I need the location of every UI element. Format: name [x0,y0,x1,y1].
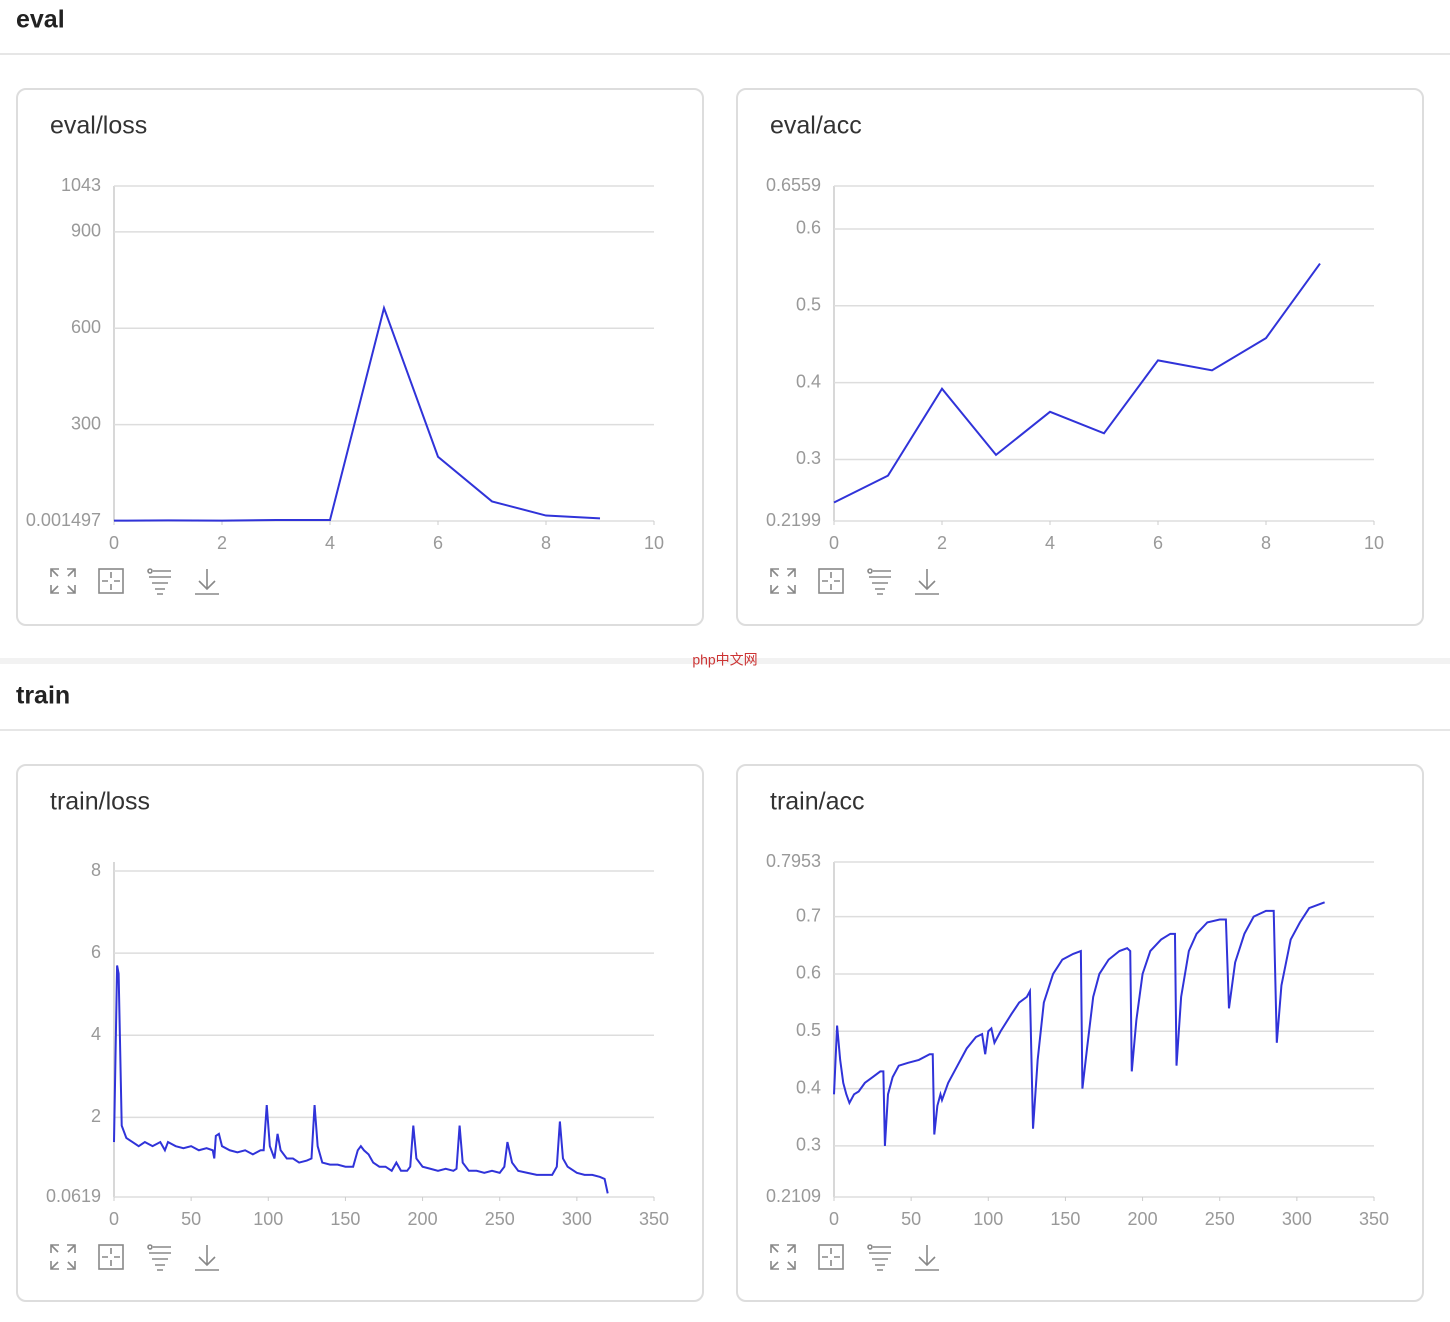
x-tick-label: 250 [485,1209,515,1229]
y-tick-label: 1043 [61,175,101,195]
chart-title: eval/acc [770,112,862,140]
x-tick-label: 200 [408,1209,438,1229]
chart-card [736,764,1424,1302]
watermark: php中文网 [692,652,757,668]
x-tick-label: 6 [1153,533,1163,553]
y-tick-label: 0.4 [796,371,821,391]
chart-card [16,764,704,1302]
y-tick-label: 0.7 [796,905,821,925]
y-tick-label: 0.5 [796,295,821,315]
y-tick-label: 900 [71,221,101,241]
x-tick-label: 8 [1261,533,1271,553]
x-tick-label: 2 [937,533,947,553]
x-tick-label: 150 [330,1209,360,1229]
x-tick-label: 8 [541,533,551,553]
x-tick-label: 0 [109,533,119,553]
y-tick-label: 0.2199 [766,510,821,530]
y-tick-label: 0.2109 [766,1186,821,1206]
x-tick-label: 200 [1128,1209,1158,1229]
x-tick-label: 4 [1045,533,1055,553]
x-tick-label: 300 [562,1209,592,1229]
x-tick-label: 150 [1050,1209,1080,1229]
x-tick-label: 0 [829,1209,839,1229]
y-tick-label: 0.7953 [766,851,821,871]
y-tick-label: 0.6 [796,218,821,238]
section-title: train [16,682,70,710]
x-tick-label: 250 [1205,1209,1235,1229]
x-tick-label: 6 [433,533,443,553]
x-tick-label: 350 [1359,1209,1389,1229]
y-tick-label: 0.3 [796,1135,821,1155]
x-tick-label: 10 [644,533,664,553]
chart-card [16,88,704,626]
chart-title: eval/loss [50,112,147,140]
y-tick-label: 0.001497 [26,510,101,530]
y-tick-label: 0.0619 [46,1186,101,1206]
y-tick-label: 0.5 [796,1020,821,1040]
x-tick-label: 350 [639,1209,669,1229]
y-tick-label: 2 [91,1106,101,1126]
y-tick-label: 600 [71,317,101,337]
y-tick-label: 0.6559 [766,175,821,195]
x-tick-label: 2 [217,533,227,553]
y-tick-label: 300 [71,413,101,433]
x-tick-label: 10 [1364,533,1384,553]
x-tick-label: 300 [1282,1209,1312,1229]
x-tick-label: 100 [973,1209,1003,1229]
x-tick-label: 50 [901,1209,921,1229]
chart-title: train/acc [770,788,864,816]
series-line [833,901,1325,1146]
series-line [113,304,601,522]
y-tick-label: 6 [91,942,101,962]
y-tick-label: 0.4 [796,1077,821,1097]
section-divider [0,658,1450,664]
chart-card [736,88,1424,626]
x-tick-label: 0 [829,533,839,553]
series-line [833,262,1321,504]
series-line [113,965,609,1194]
x-tick-label: 50 [181,1209,201,1229]
y-tick-label: 0.6 [796,963,821,983]
section-title: eval [16,6,65,34]
y-tick-label: 0.3 [796,448,821,468]
x-tick-label: 0 [109,1209,119,1229]
x-tick-label: 100 [253,1209,283,1229]
chart-title: train/loss [50,788,150,816]
y-tick-label: 4 [91,1024,101,1044]
x-tick-label: 4 [325,533,335,553]
y-tick-label: 8 [91,860,101,880]
